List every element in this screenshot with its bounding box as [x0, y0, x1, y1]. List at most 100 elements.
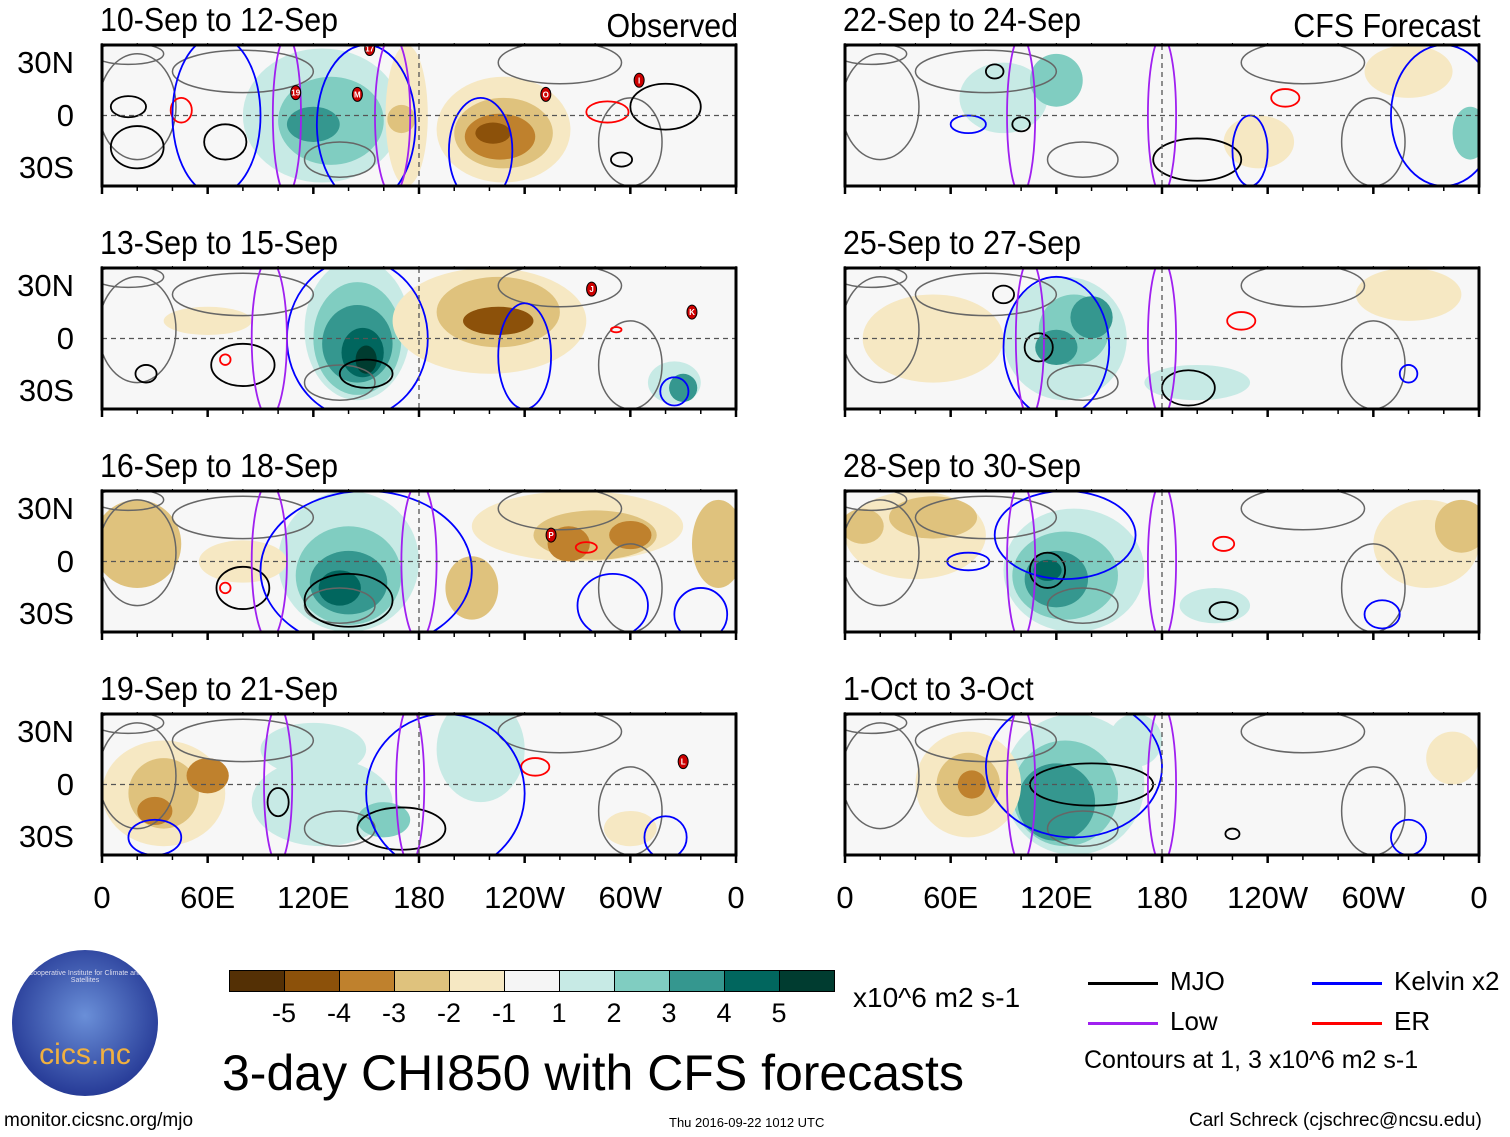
coastline — [497, 45, 623, 85]
er-contour — [219, 353, 232, 366]
kelvin-contour — [127, 818, 183, 855]
coastline — [102, 268, 165, 289]
x-tick-label: 60W — [1341, 880, 1406, 915]
kelvin-contour — [1390, 45, 1479, 186]
coastline — [102, 714, 165, 735]
kelvin-contour — [448, 96, 514, 186]
coastline — [102, 276, 177, 384]
coastline — [171, 272, 315, 317]
colorbar-label: -3 — [381, 998, 407, 1028]
mjo-contour — [109, 95, 147, 119]
y-tick-label: 30N — [17, 267, 74, 303]
kelvin-contour — [259, 491, 473, 632]
coastline — [1340, 543, 1406, 632]
chi-shading-blob — [163, 306, 252, 335]
coastline — [597, 320, 663, 409]
map-panel — [843, 712, 1481, 863]
mjo-contour — [610, 151, 633, 168]
legend-line — [1312, 1022, 1382, 1025]
chi-shading-blob — [387, 104, 416, 134]
x-tick-label: 0 — [1470, 880, 1488, 915]
cics-logo: cics.nc Cooperative Institute for Climate… — [12, 950, 158, 1096]
er-contour — [574, 541, 598, 554]
coastline — [102, 499, 177, 607]
figure-title: 3-day CHI850 with CFS forecasts — [222, 1045, 964, 1101]
map-panel — [843, 266, 1481, 417]
x-tick-label: 120E — [1020, 880, 1093, 915]
svg-text:L: L — [681, 758, 686, 767]
storm-marker: I — [633, 72, 645, 88]
coastline — [1340, 97, 1406, 186]
storm-marker: 19 — [290, 85, 302, 101]
y-tick-label: 30S — [18, 150, 74, 186]
mjo-contour — [266, 787, 290, 818]
chi-shading-blob — [137, 796, 173, 826]
x-tick-label: 0 — [93, 880, 111, 915]
low-contour — [1147, 714, 1177, 855]
colorbar-label: -4 — [326, 998, 352, 1028]
logo-text: cics.nc — [39, 1038, 131, 1071]
x-tick-label: 120W — [1227, 880, 1309, 915]
x-tick-label: 0 — [727, 880, 745, 915]
colorbar-label: 1 — [551, 998, 567, 1028]
chi-shading-blob — [1355, 268, 1462, 321]
colorbar-swatch — [394, 970, 450, 992]
mjo-contour — [134, 364, 158, 384]
coastline — [845, 499, 920, 607]
chi-shading-blob — [186, 758, 229, 794]
kelvin-contour — [576, 572, 649, 632]
chi-shading-blob — [463, 306, 534, 335]
map-panel: P — [100, 489, 738, 640]
chi-shading-blob — [889, 496, 978, 539]
coastline — [102, 45, 165, 66]
storm-marker: 17 — [364, 45, 376, 57]
kelvin-contour — [315, 45, 417, 186]
svg-text:J: J — [589, 285, 593, 294]
coastline — [597, 543, 663, 632]
legend-label: Kelvin x2 — [1394, 966, 1500, 996]
chi-shading-blob — [669, 373, 698, 402]
chi-shading-blob — [445, 556, 499, 620]
map-panel: 17 19 M O I — [100, 43, 738, 194]
coastline — [1340, 766, 1406, 855]
chi-shading-blob — [286, 106, 340, 142]
low-contour — [1147, 491, 1177, 632]
coastline — [102, 53, 177, 161]
kelvin-contour — [365, 714, 526, 855]
x-tick-label: 0 — [836, 880, 854, 915]
colorbar-swatch — [449, 970, 505, 992]
panel-tag: CFS Forecast — [1293, 7, 1481, 44]
x-tick-label: 180 — [393, 880, 445, 915]
chi-shading-blob — [603, 810, 657, 847]
map-panel: L — [100, 712, 738, 863]
coastline — [845, 714, 908, 735]
y-tick-label: 30S — [18, 596, 74, 632]
colorbar-swatch — [559, 970, 615, 992]
mjo-contour — [1152, 137, 1243, 182]
svg-text:M: M — [354, 90, 361, 99]
er-contour — [1226, 311, 1257, 331]
chi-shading-blob — [1434, 499, 1479, 553]
chi-shading-blob — [102, 499, 182, 588]
kelvin-contour — [643, 815, 688, 855]
footer-author: Carl Schreck (cjschrec@ncsu.edu) — [1189, 1110, 1482, 1131]
colorbar-swatch — [339, 970, 395, 992]
x-tick-label: 60E — [180, 880, 236, 915]
kelvin-contour — [993, 491, 1137, 581]
chi-shading-blob — [691, 499, 736, 588]
chi-shading-blob — [1426, 731, 1479, 785]
kelvin-contour — [673, 587, 729, 632]
legend-label: Low — [1170, 1006, 1218, 1036]
mjo-contour — [215, 565, 271, 610]
svg-text:I: I — [638, 76, 640, 85]
legend-label: ER — [1394, 1006, 1431, 1036]
svg-text:P: P — [548, 531, 554, 540]
x-tick-label: 60E — [923, 880, 979, 915]
y-tick-label: 0 — [56, 543, 74, 579]
mjo-contour — [303, 572, 394, 628]
legend-line — [1312, 982, 1382, 985]
chi-shading-blob — [862, 294, 1004, 383]
er-contour — [169, 96, 193, 124]
storm-marker: J — [586, 281, 598, 297]
colorbar-units: x10^6 m2 s-1 — [853, 982, 1021, 1013]
